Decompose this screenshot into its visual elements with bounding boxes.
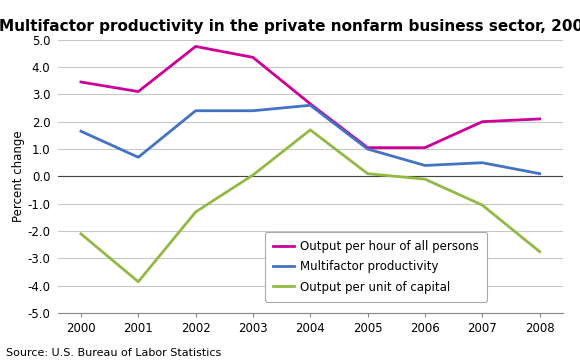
Multifactor productivity	[364, 147, 371, 151]
Output per hour of all persons	[422, 145, 429, 150]
Output per unit of capital	[536, 249, 543, 254]
Output per unit of capital	[479, 203, 486, 207]
Line: Output per hour of all persons: Output per hour of all persons	[81, 46, 539, 148]
Multifactor productivity	[249, 109, 256, 113]
Output per unit of capital	[307, 128, 314, 132]
Output per hour of all persons	[307, 102, 314, 106]
Output per unit of capital	[192, 210, 199, 214]
Multifactor productivity	[78, 129, 85, 134]
Output per unit of capital	[422, 177, 429, 181]
Output per unit of capital	[364, 171, 371, 176]
Title: Multifactor productivity in the private nonfarm business sector, 2000-08: Multifactor productivity in the private …	[0, 19, 580, 34]
Output per hour of all persons	[135, 89, 142, 94]
Multifactor productivity	[135, 155, 142, 159]
Multifactor productivity	[307, 103, 314, 107]
Output per hour of all persons	[536, 117, 543, 121]
Line: Multifactor productivity: Multifactor productivity	[81, 105, 539, 174]
Multifactor productivity	[192, 109, 199, 113]
Multifactor productivity	[536, 171, 543, 176]
Output per unit of capital	[135, 280, 142, 284]
Output per hour of all persons	[78, 80, 85, 84]
Output per unit of capital	[249, 173, 256, 177]
Y-axis label: Percent change: Percent change	[12, 131, 24, 222]
Output per hour of all persons	[364, 145, 371, 150]
Output per unit of capital	[78, 232, 85, 236]
Text: Source: U.S. Bureau of Labor Statistics: Source: U.S. Bureau of Labor Statistics	[6, 348, 221, 358]
Line: Output per unit of capital: Output per unit of capital	[81, 130, 539, 282]
Legend: Output per hour of all persons, Multifactor productivity, Output per unit of cap: Output per hour of all persons, Multifac…	[264, 232, 487, 302]
Multifactor productivity	[422, 163, 429, 168]
Output per hour of all persons	[249, 55, 256, 59]
Output per hour of all persons	[479, 120, 486, 124]
Output per hour of all persons	[192, 44, 199, 49]
Multifactor productivity	[479, 161, 486, 165]
